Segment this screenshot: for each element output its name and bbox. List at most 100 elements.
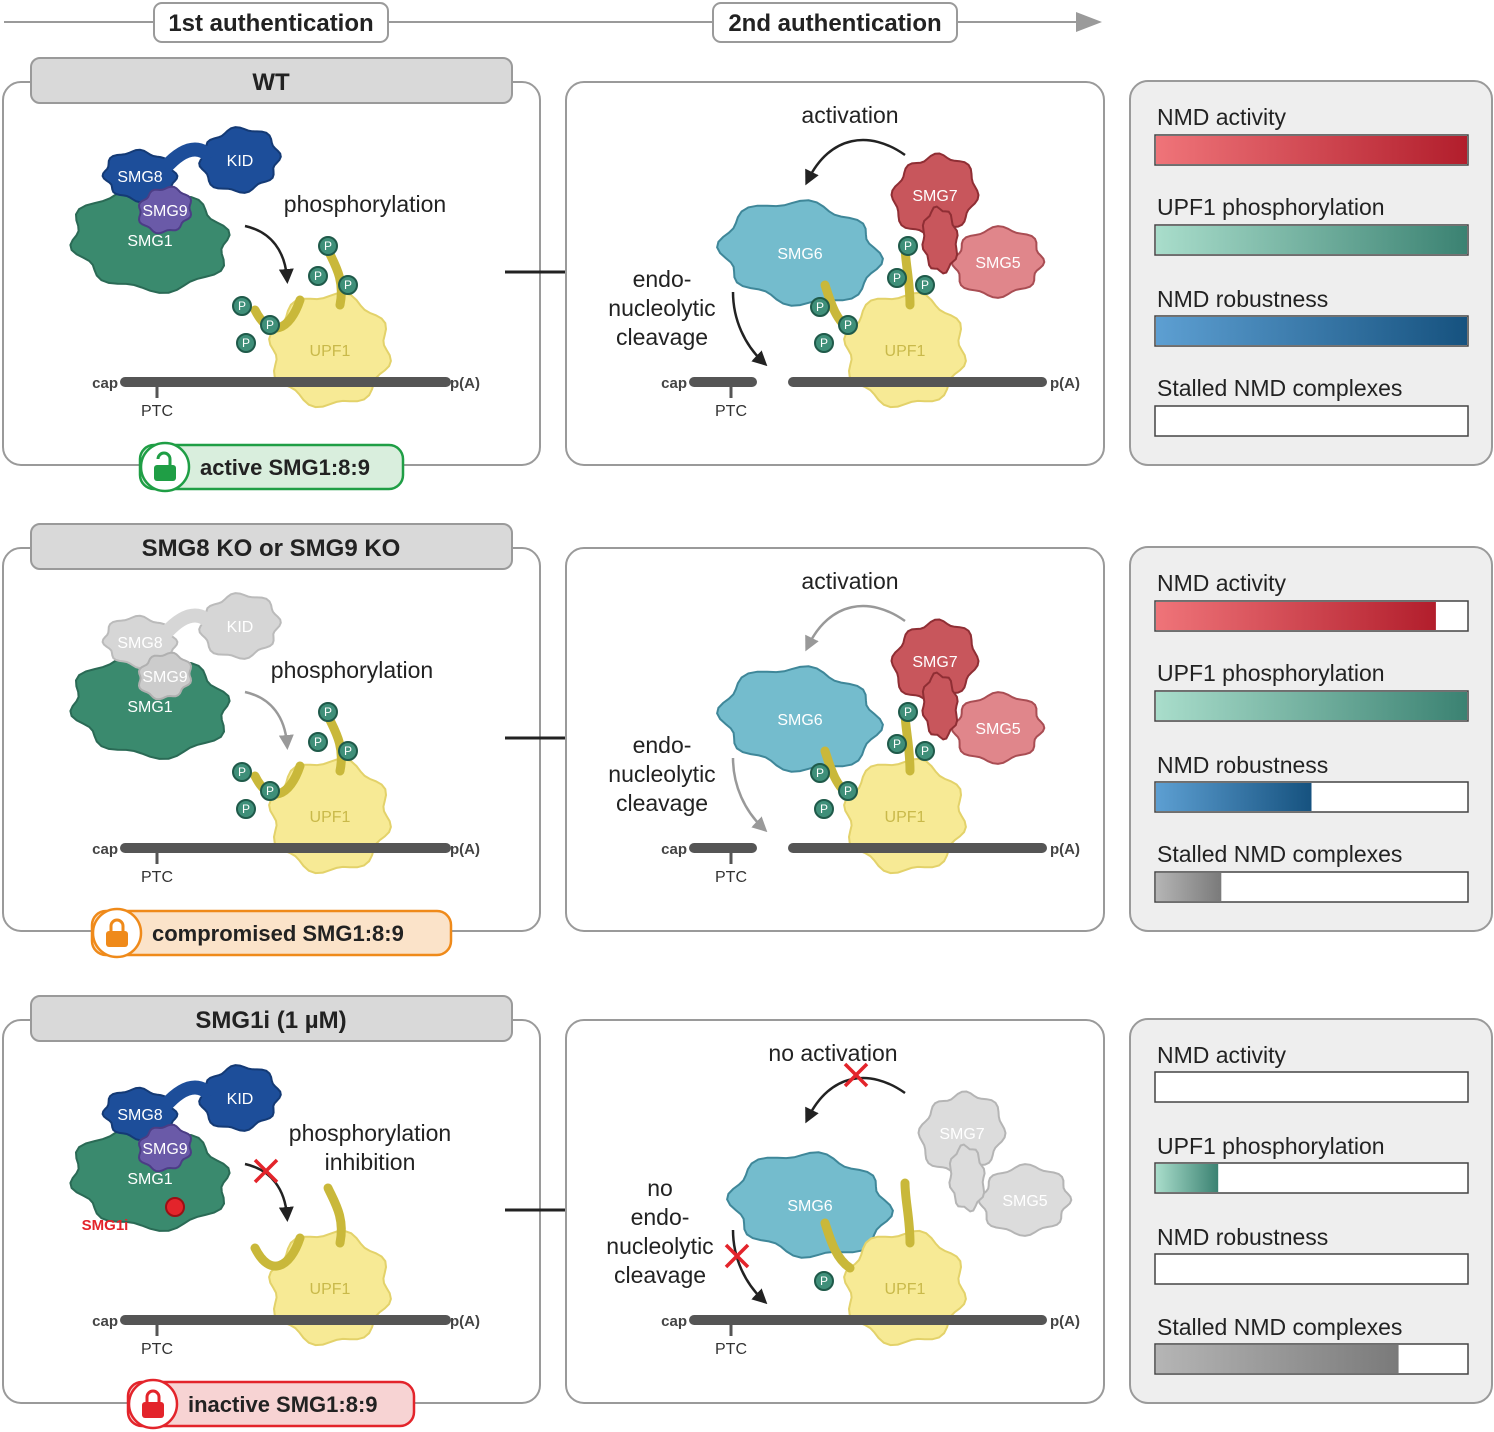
phosphate-icon: P	[915, 741, 935, 761]
second-auth-panel: no activation no endo-nucleolytic cleavage S…	[565, 1019, 1105, 1404]
phosphate-icon: P	[236, 799, 256, 819]
phosphorylation-arrow	[244, 690, 294, 750]
phosphate-icon: P	[810, 763, 830, 783]
smg7-protein-label: SMG7	[912, 188, 957, 205]
svg-text:P: P	[820, 336, 828, 350]
phosphate-icon: P	[838, 315, 858, 335]
smg7-protein-label: SMG7	[939, 1126, 984, 1143]
phosphate-icon: P	[338, 741, 358, 761]
kid-domain-label: KID	[227, 1091, 254, 1108]
metric-label: UPF1 phosphorylation	[1157, 194, 1385, 220]
condition-title: SMG8 KO or SMG9 KO	[142, 535, 401, 562]
metric-label: NMD robustness	[1157, 286, 1328, 312]
metrics-panel: NMD activity UPF1 phosphorylation NMD robu…	[1129, 546, 1493, 932]
metric-label: NMD robustness	[1157, 752, 1328, 778]
cap-label: cap	[661, 841, 687, 858]
mrna: cap p(A) PTC	[661, 1313, 1080, 1358]
inhibitor-icon	[165, 1197, 185, 1217]
phosphorylation-inhibition-label: phosphorylation	[289, 1120, 451, 1146]
cleavage-label: nucleolytic	[608, 761, 715, 787]
svg-text:P: P	[921, 278, 929, 292]
svg-text:P: P	[324, 239, 332, 253]
upf1-protein-label: UPF1	[885, 1281, 926, 1298]
cleavage-label: cleavage	[616, 324, 708, 350]
metrics-panel: NMD activity UPF1 phosphorylation NMD robu…	[1129, 1018, 1493, 1404]
kid-domain-label: KID	[227, 153, 254, 170]
activation-arrow	[805, 604, 906, 652]
phosphate-icon: P	[338, 275, 358, 295]
polya-label: p(A)	[1050, 1313, 1080, 1330]
cleavage-label: endo-	[633, 732, 692, 758]
ptc-label: PTC	[715, 1341, 747, 1358]
svg-text:P: P	[314, 269, 322, 283]
phosphate-icon: P	[810, 297, 830, 317]
polya-label: p(A)	[450, 1313, 480, 1330]
phosphate-icon: P	[308, 732, 328, 752]
smg9-protein: SMG9	[137, 651, 193, 701]
smg1i-label: SMG1i	[82, 1217, 129, 1234]
metric-bar-fill	[1156, 136, 1467, 164]
metric-label: NMD activity	[1157, 104, 1287, 130]
second-auth-panel: activation endo-nucleolytic cleavage SMG7 SM…	[565, 547, 1105, 932]
cap-label: cap	[92, 375, 118, 392]
condition-header	[30, 995, 513, 1042]
smg5-protein: SMG5	[950, 691, 1046, 765]
metric-bar-track	[1154, 1253, 1469, 1285]
activation-label: activation	[801, 568, 898, 594]
cleavage-arrow	[731, 291, 768, 367]
svg-text:P: P	[820, 1274, 828, 1288]
smg1-protein-label: SMG1	[127, 233, 172, 250]
phosphorylation-inhibition-label: inhibition	[325, 1149, 416, 1175]
svg-text:P: P	[344, 744, 352, 758]
condition-header	[30, 57, 513, 104]
polya-label: p(A)	[450, 375, 480, 392]
svg-text:P: P	[921, 744, 929, 758]
upf1-protein-label: UPF1	[885, 809, 926, 826]
polya-label: p(A)	[1050, 841, 1080, 858]
state-label: compromised SMG1:8:9	[152, 921, 404, 946]
metric-label: Stalled NMD complexes	[1157, 841, 1402, 867]
metric-bar-fill	[1156, 873, 1222, 901]
stage-first-label: 1st authentication	[168, 10, 373, 37]
smg6-protein: SMG6	[716, 665, 884, 773]
metric-bar-fill	[1156, 1345, 1399, 1373]
cap-label: cap	[661, 375, 687, 392]
cap-label: cap	[92, 1313, 118, 1330]
smg7-protein-label: SMG7	[912, 654, 957, 671]
metric-bar-fill	[1156, 317, 1467, 345]
metric-bar-fill	[1156, 226, 1467, 254]
metrics-panel: NMD activity UPF1 phosphorylation NMD robu…	[1129, 80, 1493, 466]
phosphate-icon: P	[838, 781, 858, 801]
second-auth-panel: activation endo-nucleolytic cleavage SMG7 SM…	[565, 81, 1105, 466]
smg1-protein-label: SMG1	[127, 1171, 172, 1188]
state-label: active SMG1:8:9	[200, 455, 370, 480]
smg5-protein-label: SMG5	[975, 721, 1020, 738]
condition-row: SMG8 KO or SMG9 KO SMG1 KID SMG8 SMG9 phospho…	[2, 523, 1493, 959]
metric-bar-track	[1154, 405, 1469, 437]
upf1-protein-label: UPF1	[310, 809, 351, 826]
blocked-icon	[843, 1062, 869, 1088]
phosphate-icon: P	[887, 734, 907, 754]
activation-label: activation	[801, 102, 898, 128]
metric-bar-fill	[1156, 783, 1312, 811]
svg-text:P: P	[324, 705, 332, 719]
smg5-protein: SMG5	[950, 225, 1046, 299]
cleavage-label: nucleolytic	[608, 295, 715, 321]
svg-text:P: P	[816, 766, 824, 780]
metric-bar-track	[1154, 1071, 1469, 1103]
condition-title: WT	[252, 69, 290, 96]
phosphate-icon: P	[318, 702, 338, 722]
unlocked-lock-icon	[139, 441, 191, 493]
cleavage-arrow	[731, 1229, 768, 1305]
cleavage-label: cleavage	[614, 1262, 706, 1288]
mrna: cap p(A) PTC	[92, 375, 480, 420]
blocked-icon	[253, 1158, 279, 1184]
activation-label: no activation	[768, 1040, 897, 1066]
phosphate-icon: P	[898, 236, 918, 256]
smg9-protein: SMG9	[137, 185, 193, 235]
condition-row: SMG1i (1 µM) SMG1 KID SMG8 SMG9 SMG1i phosphor…	[2, 995, 1493, 1430]
metric-label: UPF1 phosphorylation	[1157, 1133, 1385, 1159]
smg6-protein: SMG6	[726, 1151, 894, 1259]
smg9-protein-label: SMG9	[142, 1141, 187, 1158]
